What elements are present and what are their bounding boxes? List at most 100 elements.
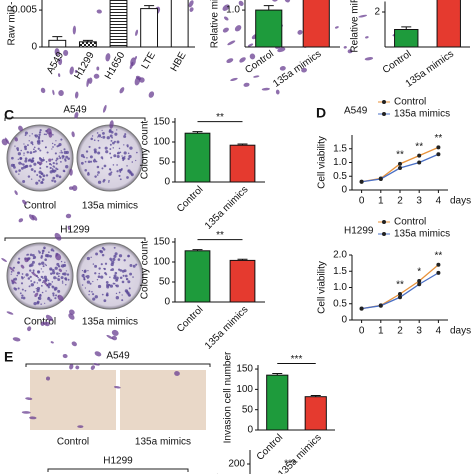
- colony: [41, 291, 44, 294]
- colony: [52, 161, 55, 165]
- colony: [48, 162, 52, 166]
- error-bar: [52, 36, 63, 41]
- colony: [61, 264, 65, 268]
- error-bar: [82, 39, 93, 42]
- colony: [18, 169, 21, 172]
- colony: [87, 160, 91, 164]
- y-tick-label: 100: [153, 137, 170, 148]
- y-axis-label: Relative miR: [350, 0, 361, 53]
- colony: [90, 137, 93, 141]
- cell: [69, 66, 74, 75]
- colony: [97, 275, 101, 279]
- colony: [29, 135, 31, 137]
- colony: [23, 165, 27, 169]
- colony: [30, 141, 34, 145]
- cell: [69, 168, 73, 176]
- colony: [44, 302, 46, 304]
- legend-marker: [382, 220, 386, 224]
- y-tick-label: 1.0: [333, 157, 347, 168]
- colony: [98, 272, 101, 275]
- cell: [135, 29, 139, 37]
- cell: [22, 199, 27, 205]
- colony: [21, 288, 24, 291]
- legend-marker: [382, 100, 386, 104]
- x-axis-label: days: [450, 196, 471, 207]
- colony: [105, 273, 108, 276]
- colony: [94, 264, 98, 268]
- colony: [56, 262, 60, 266]
- cell: [105, 53, 111, 62]
- colony: [38, 251, 41, 254]
- cell: [93, 363, 100, 366]
- colony: [88, 145, 91, 148]
- legend-label: Control: [394, 97, 426, 108]
- point: [417, 160, 422, 165]
- cell: [21, 411, 31, 414]
- colony: [46, 151, 49, 154]
- colony: [136, 151, 138, 154]
- colony: [86, 157, 88, 159]
- colony: [36, 282, 39, 284]
- colony: [44, 258, 47, 262]
- colony: [128, 294, 131, 297]
- colony: [126, 176, 129, 179]
- colony: [41, 178, 45, 181]
- chart-title: H1299: [344, 226, 374, 237]
- colony: [109, 276, 111, 278]
- colony: [96, 165, 100, 169]
- cell: [113, 386, 121, 389]
- cell: [103, 104, 107, 113]
- point: [417, 153, 422, 158]
- colony: [14, 287, 18, 291]
- colony: [117, 268, 121, 271]
- colony: [81, 284, 84, 286]
- colony: [97, 139, 100, 142]
- cell: [67, 225, 70, 231]
- legend-marker: [382, 112, 386, 116]
- colony: [39, 149, 42, 152]
- y-axis-label: Invasion cell number: [223, 351, 234, 443]
- colony: [114, 132, 118, 136]
- colony: [21, 294, 24, 297]
- colony: [38, 170, 42, 174]
- colony: [110, 156, 113, 159]
- x-tick-label: Control: [255, 432, 286, 463]
- colony: [60, 138, 63, 141]
- colony: [34, 134, 39, 138]
- colony: [115, 284, 119, 288]
- colony: [131, 161, 134, 163]
- colony: [51, 179, 54, 182]
- colony: [33, 301, 37, 306]
- bar: [229, 144, 256, 183]
- cell: [271, 0, 279, 2]
- colony: [65, 165, 69, 169]
- cell: [90, 365, 96, 370]
- colony: [110, 259, 113, 262]
- colony: [121, 294, 123, 296]
- cell: [52, 89, 55, 96]
- colony: [36, 174, 39, 176]
- y-tick-label: 50: [159, 157, 171, 168]
- colony: [29, 253, 33, 257]
- colony: [57, 278, 61, 282]
- colony: [33, 291, 35, 293]
- colony: [28, 285, 31, 288]
- colony: [63, 170, 66, 173]
- colony: [109, 284, 114, 288]
- colony: [117, 258, 121, 261]
- colony: [64, 261, 66, 263]
- colony: [50, 268, 52, 271]
- cell: [40, 87, 46, 94]
- colony: [29, 275, 32, 279]
- colony: [49, 254, 52, 258]
- colony: [33, 170, 37, 173]
- colony: [32, 257, 35, 260]
- colony: [135, 159, 137, 162]
- cell: [71, 341, 77, 347]
- colony: [31, 260, 35, 264]
- colony: [36, 301, 40, 305]
- colony: [45, 264, 48, 267]
- colony: [59, 152, 61, 154]
- cell: [62, 353, 68, 359]
- colony: [118, 174, 121, 177]
